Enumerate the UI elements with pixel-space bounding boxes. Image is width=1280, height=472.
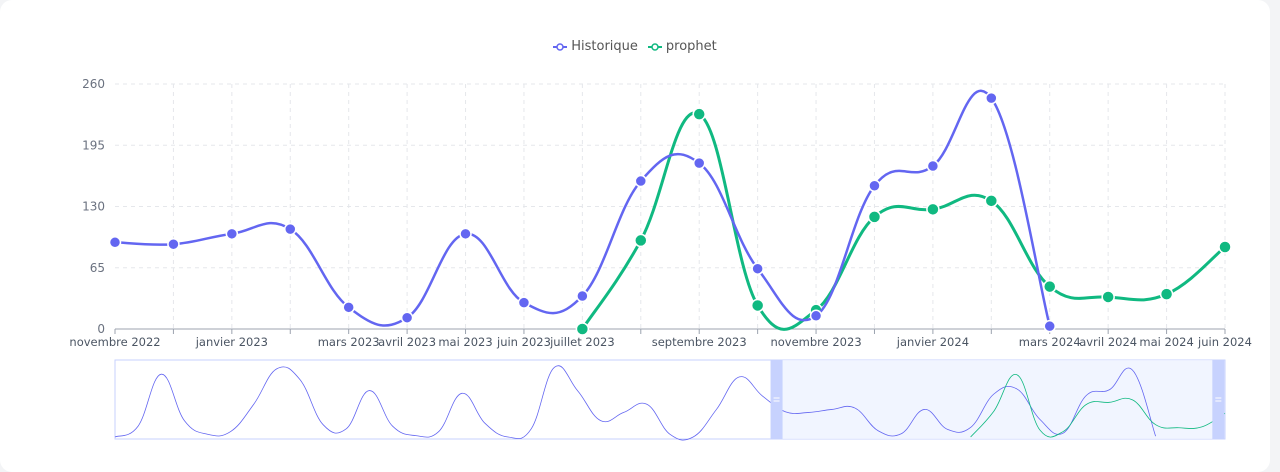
x-tick-label: juin 2023 [496, 335, 551, 349]
data-point-prophet [1218, 240, 1232, 254]
x-tick-label: juin 2024 [1197, 335, 1252, 349]
y-tick-label: 260 [82, 77, 105, 91]
data-point-historique [284, 222, 297, 236]
x-tick-label: avril 2023 [378, 335, 436, 349]
x-tick-label: juillet 2023 [549, 335, 615, 349]
data-point-prophet [1101, 290, 1115, 304]
x-tick-label: mai 2023 [438, 335, 492, 349]
data-point-prophet [1159, 287, 1174, 301]
data-point-historique [225, 227, 239, 241]
legend-item-historique[interactable]: Historique [553, 39, 638, 54]
x-tick-label: novembre 2022 [69, 335, 160, 349]
data-point-historique [692, 156, 706, 170]
data-point-historique [459, 227, 472, 241]
data-point-historique [751, 262, 764, 275]
data-point-historique [985, 91, 998, 105]
data-point-prophet [634, 233, 648, 248]
data-point-prophet [867, 210, 882, 224]
data-point-prophet [984, 194, 999, 208]
data-point-historique [809, 309, 823, 323]
datazoom-preview-prophet [970, 374, 1226, 438]
y-tick-label: 130 [82, 200, 105, 214]
legend-label: Historique [571, 39, 638, 54]
x-tick-label: janvier 2023 [195, 335, 268, 349]
data-point-prophet [926, 202, 940, 217]
x-tick-label: mars 2023 [318, 335, 380, 349]
data-point-historique [342, 301, 355, 314]
datazoom-handle-left[interactable] [770, 360, 783, 439]
x-tick-label: novembre 2023 [770, 335, 861, 349]
datazoom-preview-historique [114, 365, 1157, 441]
data-point-historique [517, 296, 531, 309]
data-point-historique [868, 179, 881, 193]
data-point-historique [576, 289, 589, 303]
legend-label: prophet [665, 39, 717, 54]
datazoom-handle-right[interactable] [1212, 360, 1225, 439]
legend-line-icon [553, 42, 568, 51]
legend: Historique prophet [0, 39, 1270, 54]
data-point-prophet [750, 298, 765, 313]
data-point-historique [1043, 319, 1056, 333]
datazoom-selection [776, 360, 1219, 439]
x-tick-label: janvier 2024 [896, 335, 969, 349]
legend-item-prophet[interactable]: prophet [647, 39, 717, 54]
data-point-historique [926, 159, 940, 173]
series-line-prophet [581, 111, 1226, 331]
y-tick-label: 65 [90, 261, 105, 275]
data-point-prophet [575, 322, 590, 336]
y-tick-label: 195 [82, 138, 105, 152]
x-tick-label: mars 2024 [1019, 335, 1081, 349]
data-point-prophet [692, 107, 706, 121]
x-tick-label: mai 2024 [1139, 335, 1193, 349]
x-tick-label: septembre 2023 [652, 335, 747, 349]
data-point-historique [400, 311, 414, 324]
y-tick-label: 0 [97, 322, 105, 336]
data-point-historique [108, 236, 122, 249]
legend-line-icon [647, 42, 662, 51]
x-tick-label: avril 2024 [1079, 335, 1137, 349]
data-point-historique [167, 237, 180, 251]
data-point-historique [634, 174, 648, 188]
data-point-prophet [1042, 279, 1057, 294]
